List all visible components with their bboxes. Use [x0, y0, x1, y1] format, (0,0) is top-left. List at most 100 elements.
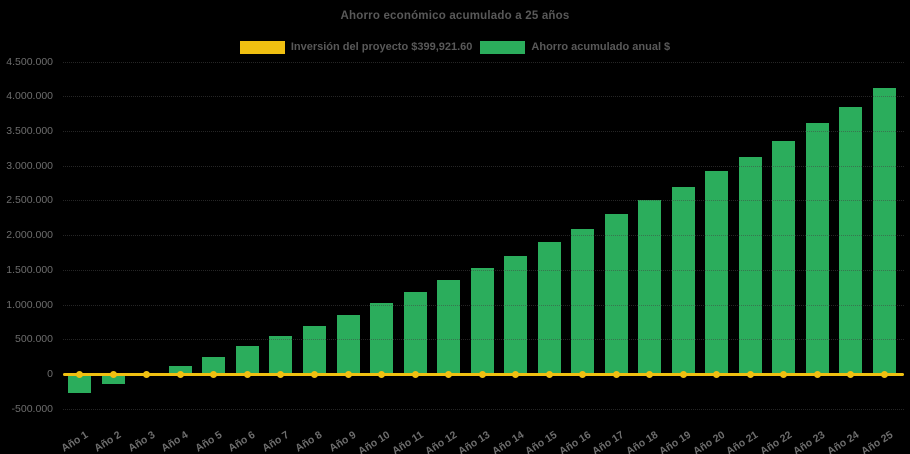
x-tick-label-ano-5: Año 5 — [193, 428, 225, 454]
bar-ano-5[interactable] — [202, 356, 226, 374]
investment-line-swatch — [239, 40, 285, 54]
investment-line-marker — [512, 371, 520, 378]
bar-ano-20[interactable] — [705, 171, 729, 374]
bar-ano-15[interactable] — [537, 242, 561, 374]
gridline — [63, 200, 904, 202]
gridline — [63, 235, 904, 237]
x-tick-label-ano-12: Año 12 — [422, 428, 459, 454]
investment-line-marker — [679, 371, 687, 378]
gridline — [63, 96, 904, 98]
legend-label-investment: Inversión del proyecto $399,921.60 — [290, 41, 473, 53]
y-tick-label: 4.000.000 — [6, 90, 53, 103]
gridline — [63, 165, 904, 167]
gridline — [63, 269, 904, 271]
investment-line-marker — [176, 371, 184, 378]
investment-line-marker — [579, 371, 587, 378]
x-tick-label-ano-15: Año 15 — [523, 428, 560, 454]
y-tick-label: 0 — [47, 368, 53, 380]
bar-ano-9[interactable] — [336, 314, 360, 374]
x-tick-label-ano-9: Año 9 — [327, 428, 359, 454]
investment-line-marker — [76, 371, 84, 378]
investment-line-marker — [746, 371, 754, 378]
x-tick-label-ano-22: Año 22 — [758, 428, 795, 454]
investment-line-marker — [847, 371, 855, 378]
y-tick-label: 4.500.000 — [6, 55, 53, 68]
x-tick-label-ano-7: Año 7 — [260, 428, 292, 454]
bar-ano-13[interactable] — [470, 267, 494, 374]
bar-ano-11[interactable] — [403, 291, 427, 374]
bar-ano-22[interactable] — [772, 140, 796, 374]
x-tick-label-ano-14: Año 14 — [489, 428, 526, 454]
investment-line-marker — [277, 371, 285, 378]
x-tick-label-ano-13: Año 13 — [456, 428, 493, 454]
bar-ano-8[interactable] — [303, 325, 326, 374]
y-tick-label: 3.000.000 — [6, 159, 53, 172]
y-tick-label: 3.500.000 — [6, 124, 53, 137]
investment-line-marker — [109, 371, 117, 378]
legend-item-investment[interactable]: Inversión del proyecto $399,921.60 — [239, 40, 473, 54]
legend-item-savings[interactable]: Ahorro acumulado anual $ — [480, 40, 671, 54]
y-tick-label: 1.500.000 — [6, 263, 53, 276]
investment-line-marker — [780, 371, 788, 378]
x-tick-label-ano-19: Año 19 — [657, 428, 694, 454]
investment-line-marker — [813, 371, 821, 378]
investment-line-marker — [344, 371, 352, 378]
bar-ano-6[interactable] — [235, 346, 259, 374]
gridline — [63, 61, 904, 63]
investment-line-marker — [445, 371, 453, 378]
legend-label-savings: Ahorro acumulado anual $ — [531, 41, 671, 53]
x-tick-label-ano-23: Año 23 — [791, 428, 828, 454]
y-tick-label: 1.000.000 — [6, 298, 53, 311]
x-tick-label-ano-10: Año 10 — [355, 428, 392, 454]
bar-ano-17[interactable] — [604, 214, 628, 374]
chart-title: Ahorro económico acumulado a 25 años — [340, 10, 570, 22]
investment-line-marker — [713, 371, 721, 378]
y-tick-label: 2.500.000 — [6, 194, 53, 207]
x-tick-label-ano-20: Año 20 — [691, 428, 728, 454]
bar-ano-21[interactable] — [738, 156, 762, 374]
investment-line-marker — [411, 371, 419, 378]
bar-ano-1[interactable] — [68, 374, 92, 393]
x-tick-label-ano-1: Año 1 — [58, 428, 90, 454]
bar-ano-4[interactable] — [168, 365, 192, 374]
investment-line-marker — [311, 371, 318, 378]
bar-ano-25[interactable] — [873, 87, 897, 374]
investment-line-marker — [545, 371, 553, 378]
x-tick-label-ano-6: Año 6 — [226, 428, 258, 454]
bar-ano-2[interactable] — [101, 374, 125, 385]
x-tick-label-ano-18: Año 18 — [623, 428, 660, 454]
x-tick-label-ano-11: Año 11 — [389, 428, 426, 454]
bar-ano-23[interactable] — [805, 123, 829, 374]
bar-ano-19[interactable] — [671, 186, 695, 374]
investment-line-marker — [378, 371, 386, 378]
investment-line-marker — [478, 371, 486, 378]
x-tick-label-ano-16: Año 16 — [556, 428, 593, 454]
bar-ano-16[interactable] — [571, 228, 595, 374]
x-tick-label-ano-4: Año 4 — [159, 428, 191, 454]
investment-line-marker — [210, 371, 218, 378]
investment-line-marker — [646, 371, 654, 378]
gridline — [63, 130, 904, 132]
gridline — [63, 304, 904, 306]
gridline — [63, 339, 904, 341]
x-tick-label-ano-2: Año 2 — [92, 428, 124, 454]
gridline — [63, 408, 904, 410]
bar-ano-10[interactable] — [370, 303, 394, 374]
bar-ano-24[interactable] — [839, 106, 863, 374]
x-tick-label-ano-3: Año 3 — [125, 428, 158, 454]
investment-line-marker — [612, 371, 620, 378]
y-tick-label: 500.000 — [15, 333, 53, 346]
bar-ano-7[interactable] — [269, 336, 293, 374]
savings-bars-swatch — [480, 40, 526, 54]
x-tick-label-ano-25: Año 25 — [858, 428, 895, 454]
legend: Inversión del proyecto $399,921.60 Ahorr… — [0, 39, 910, 55]
bar-ano-14[interactable] — [504, 255, 528, 374]
y-tick-label: 2.000.000 — [6, 229, 53, 242]
y-tick-label: -500.000 — [11, 402, 53, 415]
bar-ano-12[interactable] — [437, 279, 461, 374]
bar-ano-18[interactable] — [638, 200, 662, 374]
investment-line-marker — [881, 371, 889, 378]
x-tick-label-ano-21: Año 21 — [724, 428, 761, 454]
